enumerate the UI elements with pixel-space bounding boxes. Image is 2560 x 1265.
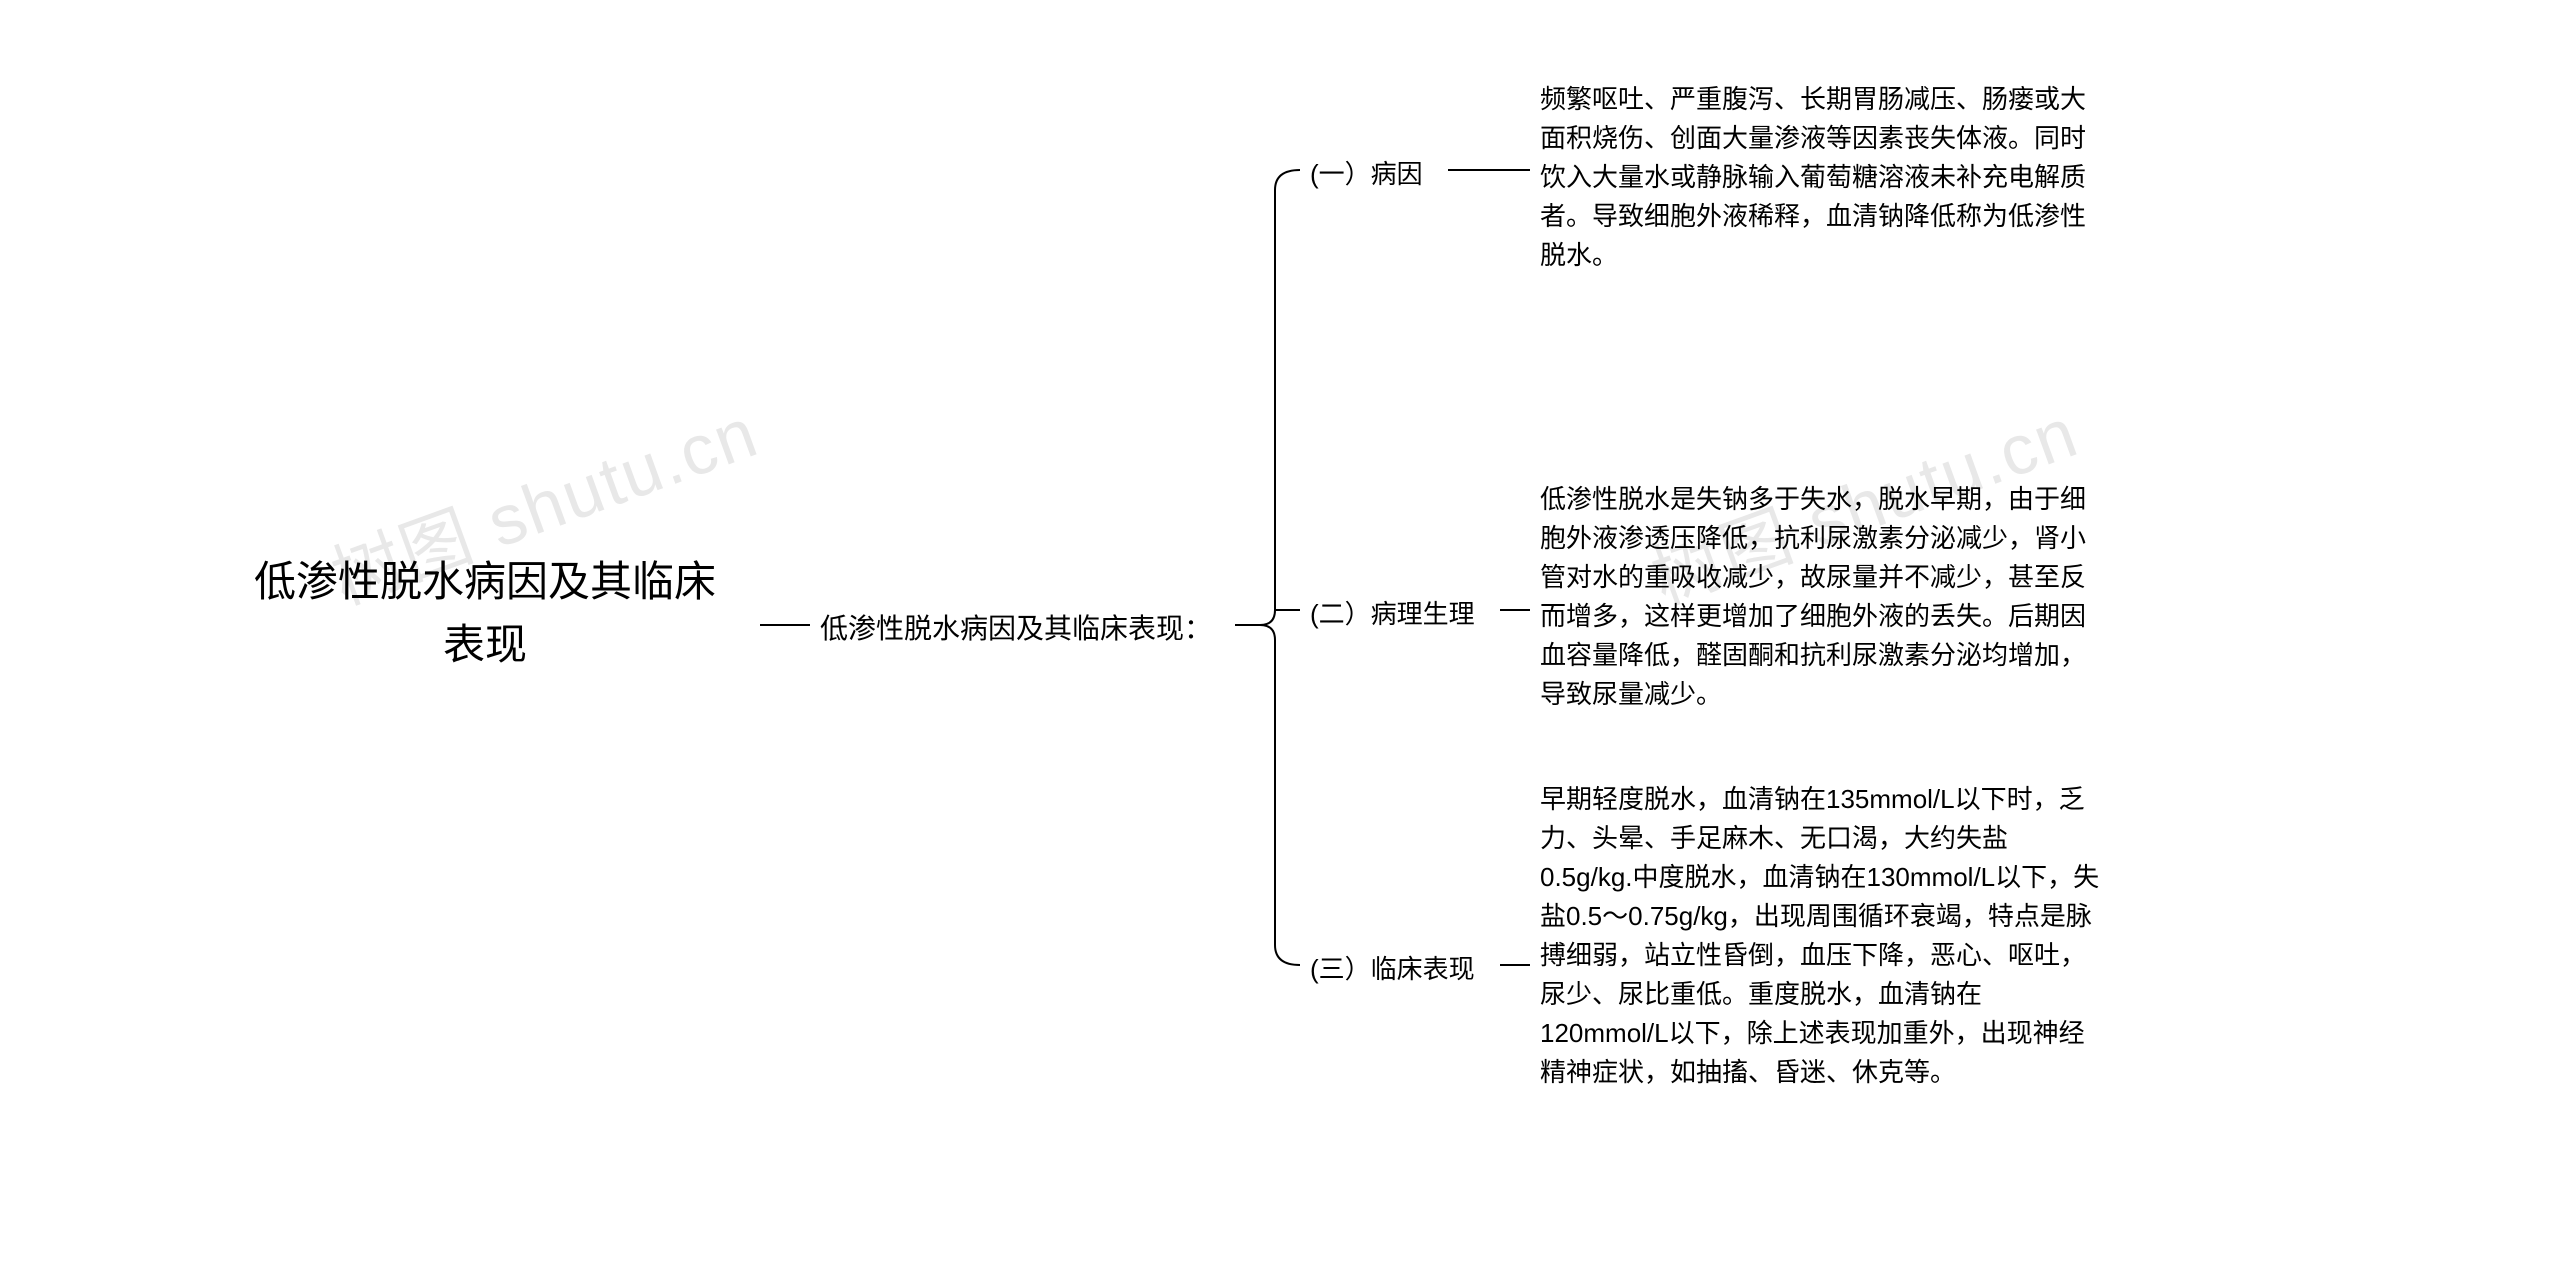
branch-1-leaf: 频繁呕吐、严重腹泻、长期胃肠减压、肠瘘或大面积烧伤、创面大量渗液等因素丧失体液。…: [1540, 80, 2100, 275]
level1-node: 低渗性脱水病因及其临床表现：: [820, 608, 1212, 650]
root-node: 低渗性脱水病因及其临床 表现: [225, 550, 745, 676]
branch-3-label: (三）临床表现: [1310, 950, 1475, 989]
branch-2-label: (二）病理生理: [1310, 595, 1475, 634]
branch-3-leaf: 早期轻度脱水，血清钠在135mmol/L以下时，乏力、头晕、手足麻木、无口渴，大…: [1540, 780, 2100, 1092]
root-line2: 表现: [225, 613, 745, 676]
branch-1-label: (一）病因: [1310, 155, 1423, 194]
root-line1: 低渗性脱水病因及其临床: [225, 550, 745, 613]
branch-2-leaf: 低渗性脱水是失钠多于失水，脱水早期，由于细胞外液渗透压降低，抗利尿激素分泌减少，…: [1540, 480, 2100, 714]
